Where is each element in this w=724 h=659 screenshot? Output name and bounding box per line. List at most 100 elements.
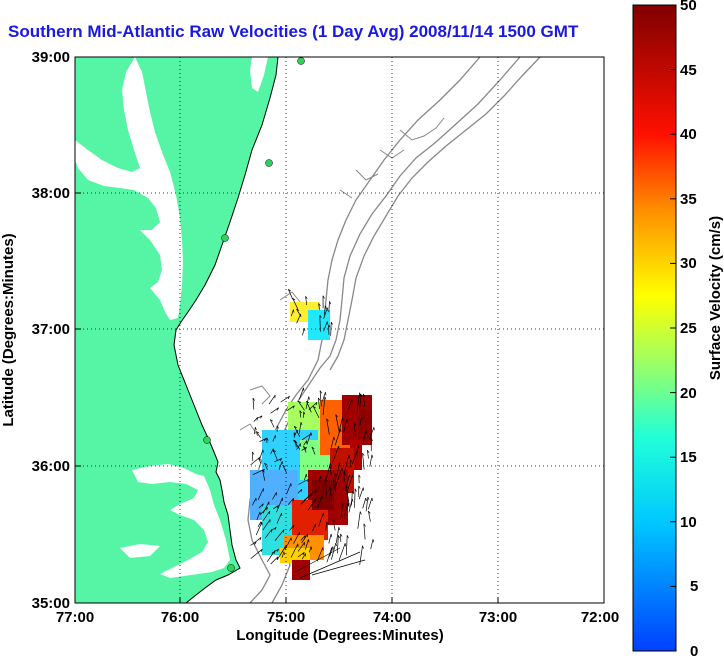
velocity-vector (354, 488, 356, 508)
velocity-vector-head (340, 428, 342, 432)
velocity-vector (340, 503, 343, 517)
velocity-vector (305, 396, 310, 409)
velocity-vector (297, 401, 305, 411)
velocity-vector-head (325, 305, 327, 309)
velocity-vector-head (288, 289, 292, 292)
velocity-vector-head (344, 543, 347, 547)
velocity-vector (351, 449, 358, 465)
velocity-vector-head (318, 303, 321, 307)
y-tick-label: 38:00 (32, 185, 70, 202)
pamlico-sound (132, 464, 230, 578)
velocity-vector (332, 519, 336, 531)
chesapeake-bay (75, 57, 183, 320)
velocity-vector (311, 559, 366, 576)
velocity-vector-head (329, 301, 332, 305)
velocity-vector (290, 309, 294, 317)
velocity-vector-head (320, 476, 322, 480)
velocity-vector (323, 321, 328, 332)
velocity-vector-head (310, 432, 312, 436)
velocity-vector (348, 399, 353, 410)
velocity-vector-head (363, 523, 366, 527)
velocity-vector (358, 487, 364, 500)
colorbar (632, 4, 677, 652)
velocity-vector-head (367, 496, 370, 500)
velocity-vector-head (346, 418, 348, 422)
velocity-vector (250, 456, 261, 466)
velocity-vector (305, 539, 309, 550)
velocity-vector-head (259, 537, 262, 541)
velocity-vector-head (351, 498, 354, 502)
velocity-vector-head (262, 503, 264, 507)
plot-frame (74, 56, 605, 604)
x-tick-label: 76:00 (161, 609, 199, 626)
velocity-vector-head (279, 458, 283, 462)
velocity-vector-head (358, 485, 361, 489)
velocity-vector (307, 498, 317, 511)
velocity-vector (298, 422, 302, 434)
velocity-vector-head (274, 526, 277, 530)
velocity-vector (297, 488, 303, 494)
colorbar-tick: 20 (680, 385, 697, 402)
velocity-vector-head (362, 452, 365, 456)
velocity-vector-head (262, 449, 264, 453)
velocity-vector-head (310, 546, 313, 550)
velocity-vector-head (314, 489, 317, 493)
velocity-vector (329, 487, 333, 500)
velocity-vector-head (342, 417, 344, 421)
velocity-vector-head (296, 308, 300, 311)
velocity-vector (264, 529, 273, 539)
velocity-vector (343, 455, 350, 475)
velocity-vector-head (351, 399, 353, 403)
velocity-vector (369, 454, 373, 467)
velocity-vector (311, 446, 316, 455)
x-tick-label: 73:00 (479, 609, 517, 626)
velocity-vector (312, 406, 320, 419)
velocity-vector (257, 521, 262, 527)
velocity-vector (344, 503, 349, 516)
velocity-vector (289, 524, 295, 531)
velocity-vector-head (308, 433, 312, 437)
velocity-vector-head (315, 402, 318, 406)
velocity-vector-head (319, 314, 322, 318)
velocity-vector (362, 497, 367, 509)
velocity-vector-head (360, 394, 363, 398)
velocity-vector (270, 448, 274, 455)
velocity-vector (271, 548, 279, 554)
velocity-vector (338, 417, 343, 433)
colorbar-tick: 0 (690, 643, 698, 659)
velocity-vector-head (276, 556, 279, 560)
velocity-vector-head (343, 472, 346, 476)
velocity-vector (297, 552, 305, 558)
velocity-vector-head (334, 473, 337, 477)
velocity-vector-head (287, 396, 290, 400)
colorbar-label: Surface Velocity (cm/s) (707, 216, 724, 380)
colorbar-tick: 35 (680, 191, 697, 208)
velocity-vector (276, 497, 283, 513)
velocity-vector (345, 535, 348, 556)
velocity-vector (287, 497, 294, 505)
velocity-vector-head (332, 479, 336, 483)
velocity-vector (324, 478, 327, 496)
velocity-vector-head (352, 474, 354, 478)
velocity-vector-head (358, 474, 361, 478)
velocity-vector (337, 535, 339, 554)
grid-lines (75, 57, 604, 603)
velocity-vector (262, 469, 266, 481)
velocity-vector-head (266, 437, 269, 441)
velocity-vector-head (262, 468, 265, 472)
velocity-vector (268, 394, 276, 405)
velocity-vector (300, 535, 306, 541)
velocity-vector (272, 435, 276, 442)
velocity-vector-head (292, 298, 296, 301)
velocity-vector (353, 423, 356, 437)
velocity-vector (298, 478, 310, 485)
velocity-vector (319, 315, 321, 332)
velocity-vector-head (357, 445, 360, 449)
velocity-vector-head (326, 521, 329, 525)
velocity-vector (336, 463, 340, 476)
velocity-vector-head (350, 459, 353, 463)
y-tick-label: 37:00 (32, 321, 70, 338)
velocity-vector (370, 539, 374, 550)
velocity-vector (301, 433, 311, 441)
velocity-vector-head (348, 455, 351, 459)
